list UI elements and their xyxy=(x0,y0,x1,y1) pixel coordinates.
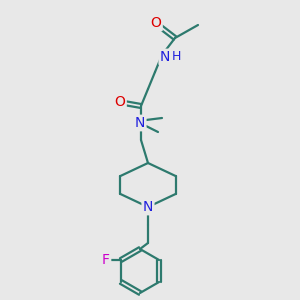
Text: O: O xyxy=(115,95,125,109)
Text: N: N xyxy=(160,50,170,64)
Text: O: O xyxy=(151,16,161,30)
Text: N: N xyxy=(135,116,145,130)
Text: H: H xyxy=(171,50,181,64)
Text: N: N xyxy=(143,200,153,214)
Text: F: F xyxy=(102,253,110,267)
